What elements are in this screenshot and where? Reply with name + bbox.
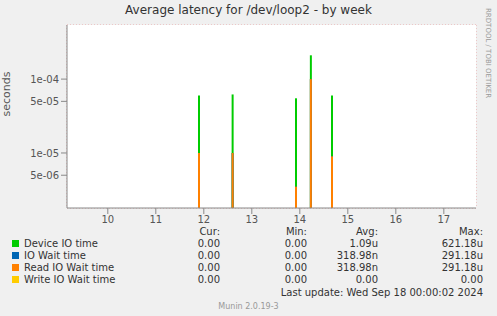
svg-text:1e-04: 1e-04: [30, 74, 59, 85]
svg-text:seconds: seconds: [8, 71, 13, 116]
svg-text:10: 10: [101, 214, 114, 225]
svg-text:14: 14: [293, 214, 306, 225]
html-text:Device IO time: Device IO time: [24, 238, 98, 249]
html-text:1.09u: 1.09u: [349, 238, 378, 249]
svg-text:5e-05: 5e-05: [30, 96, 59, 107]
html-text:Munin 2.0.19-3: Munin 2.0.19-3: [218, 302, 279, 311]
html-text:0.00: 0.00: [197, 250, 220, 261]
html-text:IO Wait time: IO Wait time: [24, 250, 86, 261]
html-text:0.00: 0.00: [355, 274, 378, 285]
svg-text:13: 13: [245, 214, 258, 225]
svg-text:11: 11: [149, 214, 162, 225]
html-text:Average latency for /dev/loop2: Average latency for /dev/loop2 - by week: [125, 3, 372, 17]
html-text:318.98n: 318.98n: [336, 250, 378, 261]
html-text:Cur:: Cur:: [199, 226, 220, 237]
html-text:Min:: Min:: [285, 226, 307, 237]
html-text:291.18u: 291.18u: [441, 262, 483, 273]
html-text:Read IO Wait time: Read IO Wait time: [24, 262, 115, 273]
html-text:Last update: Wed Sep 18 00:00:: Last update: Wed Sep 18 00:00:02 2024: [280, 287, 483, 298]
html-text:0.00: 0.00: [197, 262, 220, 273]
svg-text:12: 12: [197, 214, 210, 225]
svg-text:15: 15: [341, 214, 354, 225]
html-text:Write IO Wait time: Write IO Wait time: [24, 274, 116, 285]
html-text:621.18u: 621.18u: [441, 238, 483, 249]
html-text:0.00: 0.00: [284, 274, 307, 285]
html-text:0.00: 0.00: [284, 250, 307, 261]
html-text:Max:: Max:: [459, 226, 483, 237]
html-text:RRDTOOL / TOBI OETIKER: RRDTOOL / TOBI OETIKER: [484, 8, 492, 99]
svg-text:1e-05: 1e-05: [30, 148, 59, 159]
svg-text:16: 16: [389, 214, 402, 225]
html-text:0.00: 0.00: [460, 274, 483, 285]
html-text:0.00: 0.00: [284, 238, 307, 249]
html-text:318.98n: 318.98n: [336, 262, 378, 273]
svg-text:5e-06: 5e-06: [30, 170, 59, 181]
svg-text:17: 17: [437, 214, 450, 225]
html-text:0.00: 0.00: [284, 262, 307, 273]
html-text:291.18u: 291.18u: [441, 250, 483, 261]
html-text:Avg:: Avg:: [356, 226, 378, 237]
html-text:0.00: 0.00: [197, 274, 220, 285]
html-text:0.00: 0.00: [197, 238, 220, 249]
